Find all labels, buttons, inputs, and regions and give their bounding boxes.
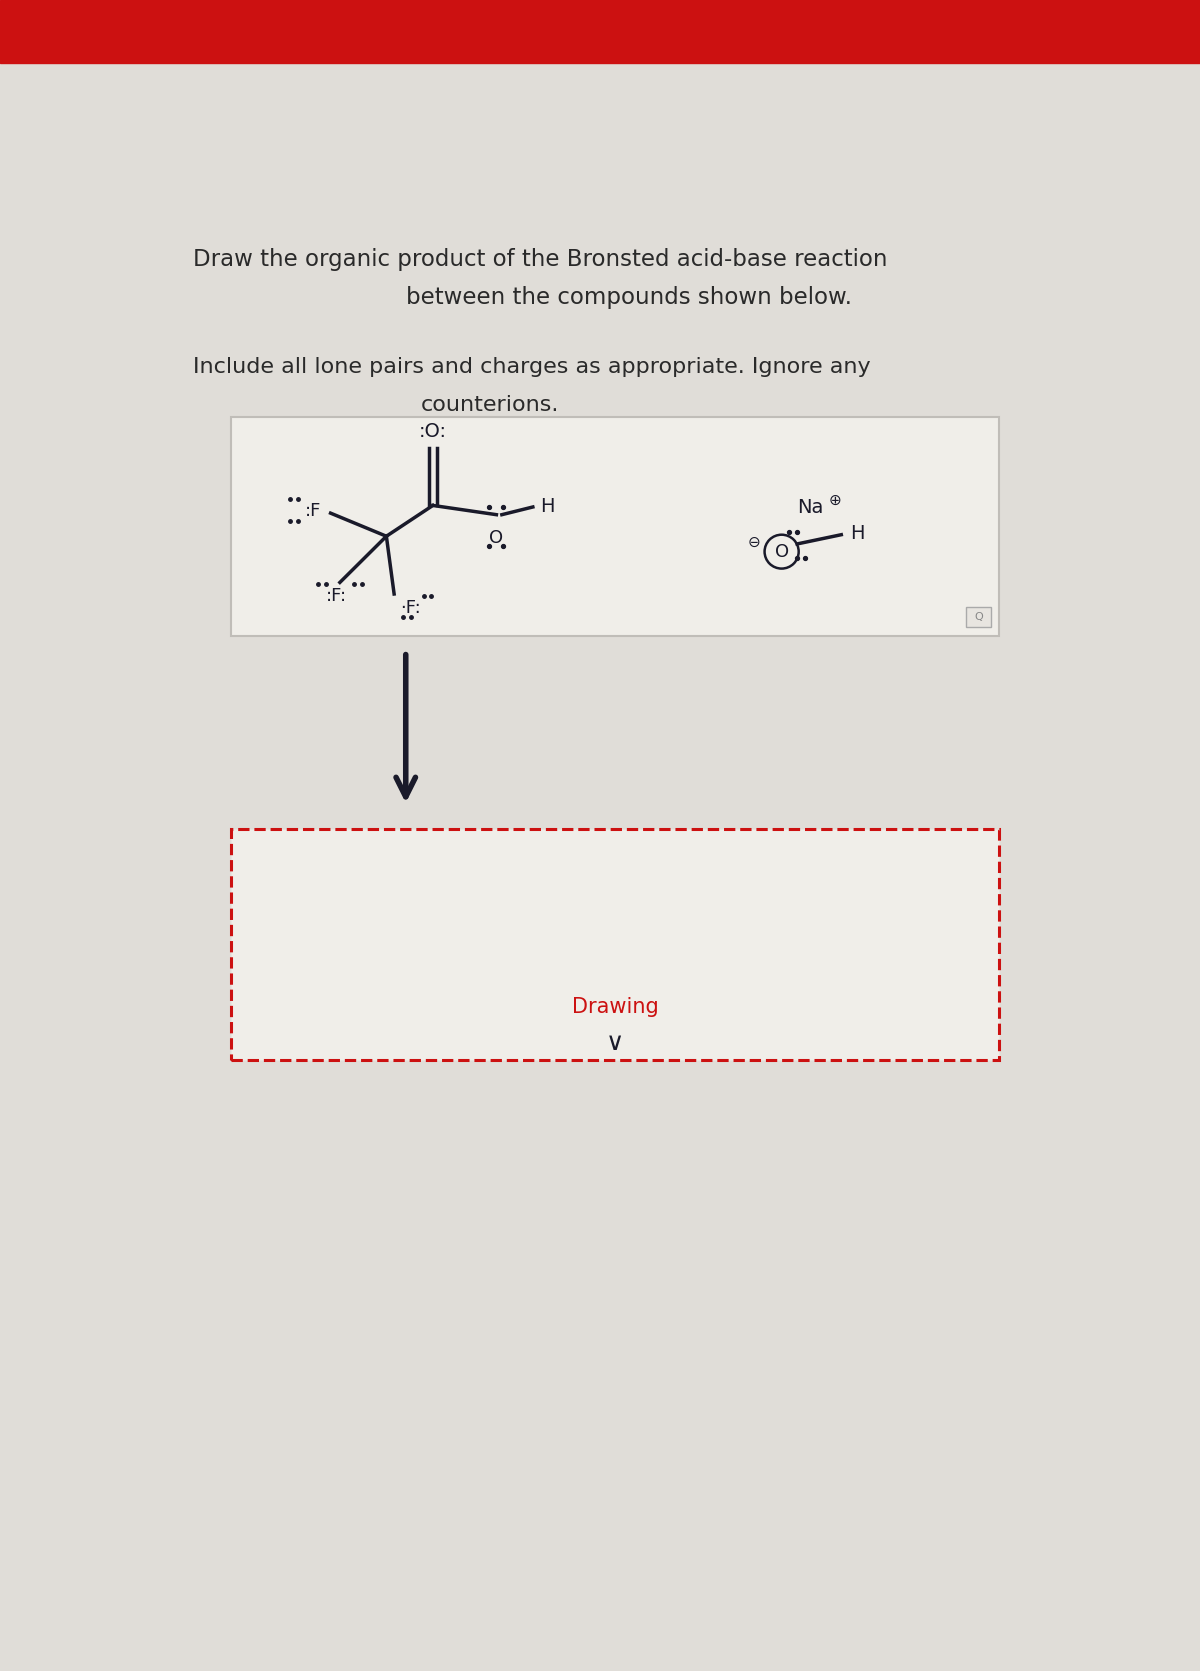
Text: :F:: :F: (325, 587, 347, 605)
Text: Drawing: Drawing (571, 998, 659, 1018)
Bar (232, 416, 998, 637)
Text: ⊖: ⊖ (748, 535, 760, 550)
Text: counterions.: counterions. (421, 396, 559, 416)
Text: ∨: ∨ (606, 1031, 624, 1054)
Bar (232, 829, 998, 1059)
Text: Na: Na (797, 498, 823, 518)
Text: H: H (541, 498, 556, 516)
Text: O: O (774, 543, 788, 561)
Bar (966, 607, 991, 627)
Text: H: H (850, 523, 864, 543)
Text: between the compounds shown below.: between the compounds shown below. (406, 286, 852, 309)
Text: :F: :F (305, 501, 322, 520)
Text: Draw the organic product of the Bronsted acid-base reaction: Draw the organic product of the Bronsted… (193, 247, 887, 271)
Text: :O:: :O: (419, 421, 446, 441)
Text: Q: Q (974, 612, 983, 622)
Text: ·F:: ·F: (401, 598, 421, 617)
Text: ⊕: ⊕ (828, 493, 841, 508)
Text: Include all lone pairs and charges as appropriate. Ignore any: Include all lone pairs and charges as ap… (193, 358, 870, 378)
Text: O: O (490, 528, 504, 546)
